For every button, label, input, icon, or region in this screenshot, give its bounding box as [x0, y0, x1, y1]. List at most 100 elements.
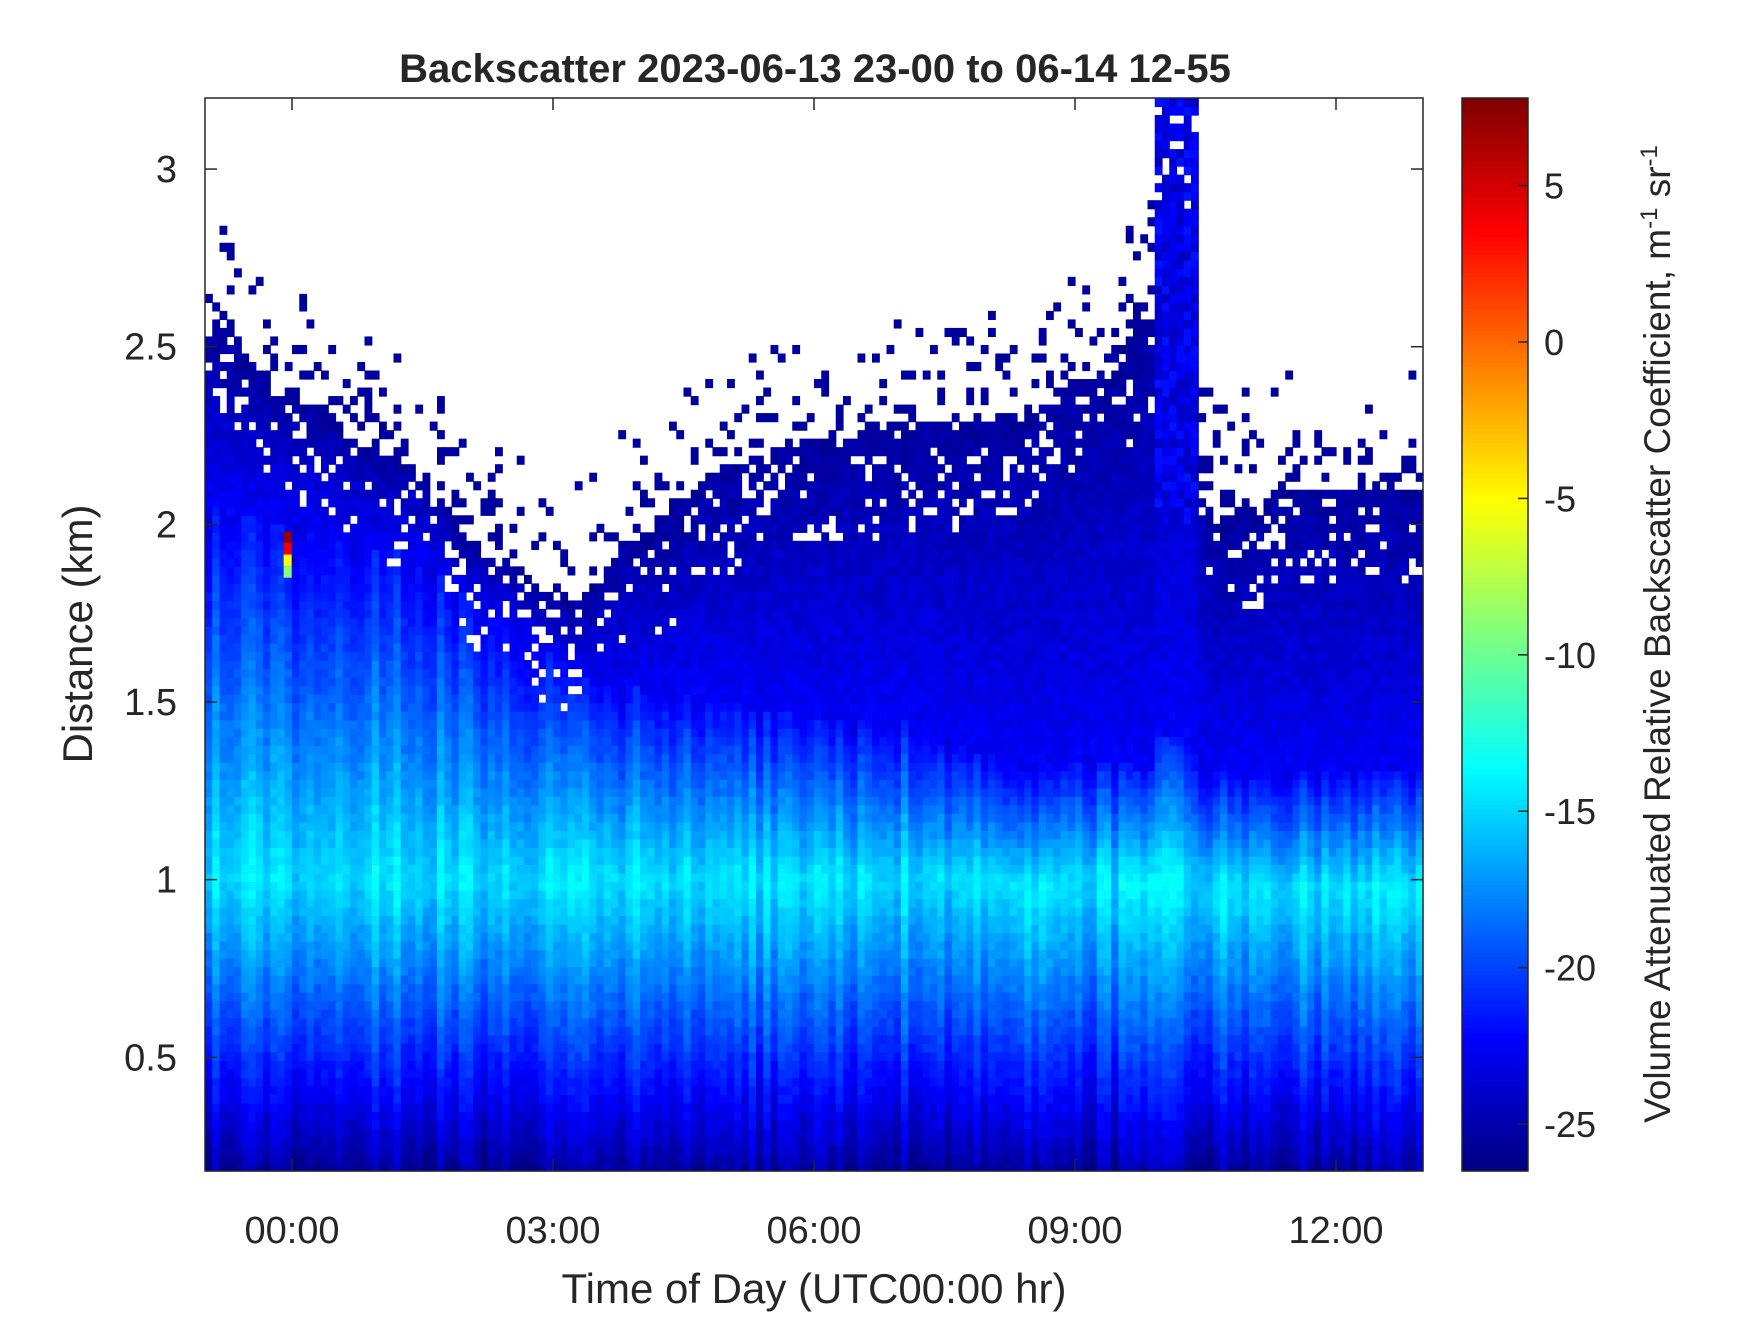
- heatmap-cell: [415, 907, 424, 917]
- heatmap-cell: [342, 625, 351, 636]
- heatmap-cell: [263, 1051, 271, 1061]
- heatmap-cell: [618, 924, 627, 934]
- heatmap-cell: [509, 1111, 518, 1121]
- heatmap-cell: [263, 506, 271, 516]
- heatmap-cell: [284, 574, 293, 585]
- heatmap-cell: [371, 924, 380, 934]
- heatmap-cell: [618, 1017, 627, 1027]
- heatmap-cell: [335, 617, 344, 627]
- heatmap-cell: [611, 1043, 619, 1053]
- heatmap-cell: [241, 694, 250, 704]
- heatmap-cell: [589, 634, 598, 644]
- heatmap-cell: [444, 600, 453, 610]
- heatmap-cell: [415, 932, 424, 942]
- heatmap-cell: [560, 889, 569, 900]
- heatmap-cell: [364, 992, 373, 1002]
- heatmap-cell: [574, 983, 583, 993]
- heatmap-cell: [422, 1128, 431, 1138]
- heatmap-cell: [437, 583, 445, 593]
- heatmap-cell: [408, 523, 416, 533]
- heatmap-cell: [393, 1060, 402, 1070]
- heatmap-cell: [582, 872, 590, 883]
- heatmap-cell: [640, 685, 648, 695]
- heatmap-cell: [524, 889, 532, 900]
- heatmap-cell: [429, 1094, 438, 1104]
- heatmap-cell: [400, 898, 409, 908]
- heatmap-cell: [625, 830, 634, 840]
- heatmap-cell: [451, 540, 460, 550]
- heatmap-cell: [640, 1051, 648, 1061]
- heatmap-cell: [444, 1145, 453, 1155]
- heatmap-cell: [502, 787, 511, 797]
- heatmap-cell: [538, 1128, 547, 1138]
- heatmap-cell: [277, 1017, 286, 1027]
- heatmap-cell: [582, 728, 590, 738]
- heatmap-cell: [299, 932, 308, 942]
- heatmap-cell: [306, 677, 315, 687]
- heatmap-cell: [509, 1060, 518, 1070]
- heatmap-cell: [502, 1043, 511, 1053]
- heatmap-cell: [226, 1009, 235, 1019]
- heatmap-cell: [299, 472, 308, 482]
- heatmap-cell: [241, 898, 250, 908]
- heatmap-cell: [292, 540, 300, 550]
- heatmap-cell: [582, 1034, 590, 1044]
- heatmap-cell: [371, 694, 380, 704]
- heatmap-cell: [205, 370, 213, 380]
- heatmap-cell: [625, 574, 634, 585]
- heatmap-cell: [422, 941, 431, 951]
- heatmap-cell: [248, 1119, 257, 1130]
- heatmap-cell: [524, 745, 532, 755]
- heatmap-cell: [335, 685, 344, 695]
- heatmap-cell: [538, 821, 547, 831]
- heatmap-cell: [603, 907, 612, 917]
- heatmap-cell: [241, 975, 250, 985]
- heatmap-cell: [212, 506, 221, 516]
- heatmap-cell: [603, 889, 612, 900]
- heatmap-cell: [553, 702, 561, 712]
- heatmap-cell: [313, 549, 322, 559]
- heatmap-cell: [545, 660, 554, 670]
- heatmap-cell: [263, 889, 271, 900]
- heatmap-cell: [342, 762, 351, 772]
- heatmap-cell: [473, 838, 482, 848]
- heatmap-cell: [509, 1136, 518, 1147]
- heatmap-cell: [255, 1094, 264, 1104]
- heatmap-cell: [400, 1000, 409, 1010]
- heatmap-cell: [205, 617, 213, 627]
- heatmap-cell: [219, 821, 228, 831]
- heatmap-cell: [263, 1026, 271, 1036]
- heatmap-cell: [531, 855, 540, 866]
- heatmap-cell: [299, 907, 308, 917]
- heatmap-cell: [603, 651, 612, 661]
- heatmap-cell: [451, 668, 460, 678]
- heatmap-cell: [226, 838, 235, 848]
- heatmap-cell: [212, 302, 221, 312]
- heatmap-cell: [306, 847, 315, 857]
- heatmap-cell: [212, 668, 221, 678]
- heatmap-cell: [625, 796, 634, 806]
- heatmap-cell: [422, 591, 431, 602]
- heatmap-cell: [516, 1145, 525, 1155]
- heatmap-cell: [219, 753, 228, 763]
- heatmap-cell: [560, 651, 569, 661]
- heatmap-cell: [393, 898, 402, 908]
- heatmap-cell: [632, 966, 641, 976]
- heatmap-cell: [270, 489, 279, 499]
- heatmap-cell: [328, 958, 337, 968]
- heatmap-cell: [582, 941, 590, 951]
- heatmap-cell: [371, 643, 380, 653]
- heatmap-cell: [241, 1026, 250, 1036]
- heatmap-cell: [458, 608, 467, 619]
- heatmap-cell: [226, 1153, 235, 1164]
- heatmap-cell: [386, 779, 395, 789]
- heatmap-cell: [444, 1000, 453, 1010]
- heatmap-cell: [632, 907, 641, 917]
- heatmap-cell: [466, 1000, 474, 1010]
- heatmap-cell: [234, 719, 242, 729]
- heatmap-cell: [226, 430, 235, 440]
- heatmap-cell: [444, 1068, 453, 1078]
- heatmap-cell: [234, 1017, 242, 1027]
- heatmap-cell: [400, 804, 409, 814]
- heatmap-cell: [437, 796, 445, 806]
